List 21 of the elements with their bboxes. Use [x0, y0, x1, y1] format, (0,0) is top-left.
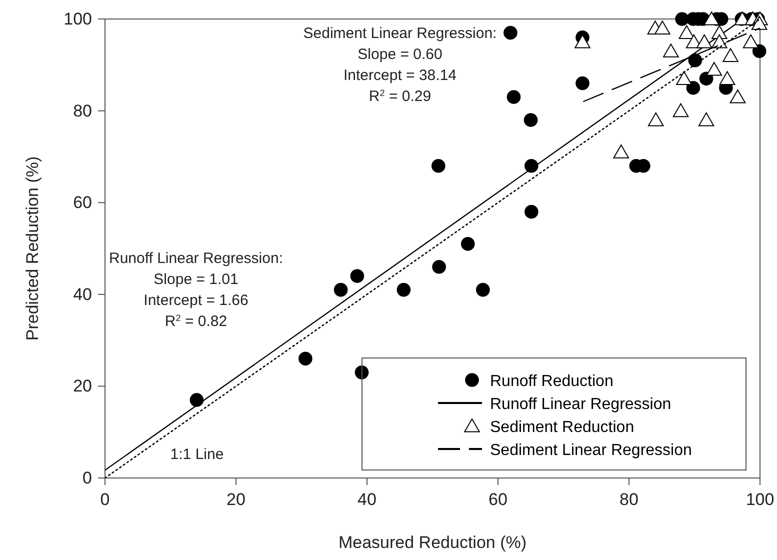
x-tick-label: 40 — [358, 490, 376, 510]
y-tick-label: 100 — [64, 9, 92, 28]
x-tick-label: 60 — [488, 490, 508, 510]
legend-label: Runoff Reduction — [490, 373, 614, 390]
y-tick-label: 0 — [82, 468, 92, 488]
y-tick-label: 60 — [73, 193, 92, 212]
annotation: Runoff Linear Regression: Slope = 1.01 Intercept = 1.66 R$^{2}$ = 0.82 — [109, 250, 283, 330]
legend-label: Sediment Linear Regression — [490, 442, 692, 459]
y-tick-label: 20 — [73, 376, 92, 396]
x-tick-label: 20 — [226, 490, 246, 510]
annotation: Sediment Linear Regression: Slope = 0.60 Intercept = 38.14 R$^{2}$ = 0.29 — [303, 25, 497, 105]
x-tick-label: 0 — [100, 490, 110, 510]
x-tick-label: 100 — [746, 490, 774, 510]
y-axis-title: Predicted Reduction (%) — [23, 156, 42, 341]
legend-label: Runoff Linear Regression — [490, 396, 672, 413]
x-axis-title: Measured Reduction (%) — [338, 533, 527, 552]
x-tick-label: 80 — [620, 490, 638, 510]
y-tick-label: 80 — [73, 101, 92, 120]
y-tick-label: 40 — [73, 284, 92, 304]
annotation: 1:1 Line — [170, 446, 224, 463]
legend-label: Sediment Reduction — [490, 419, 634, 436]
